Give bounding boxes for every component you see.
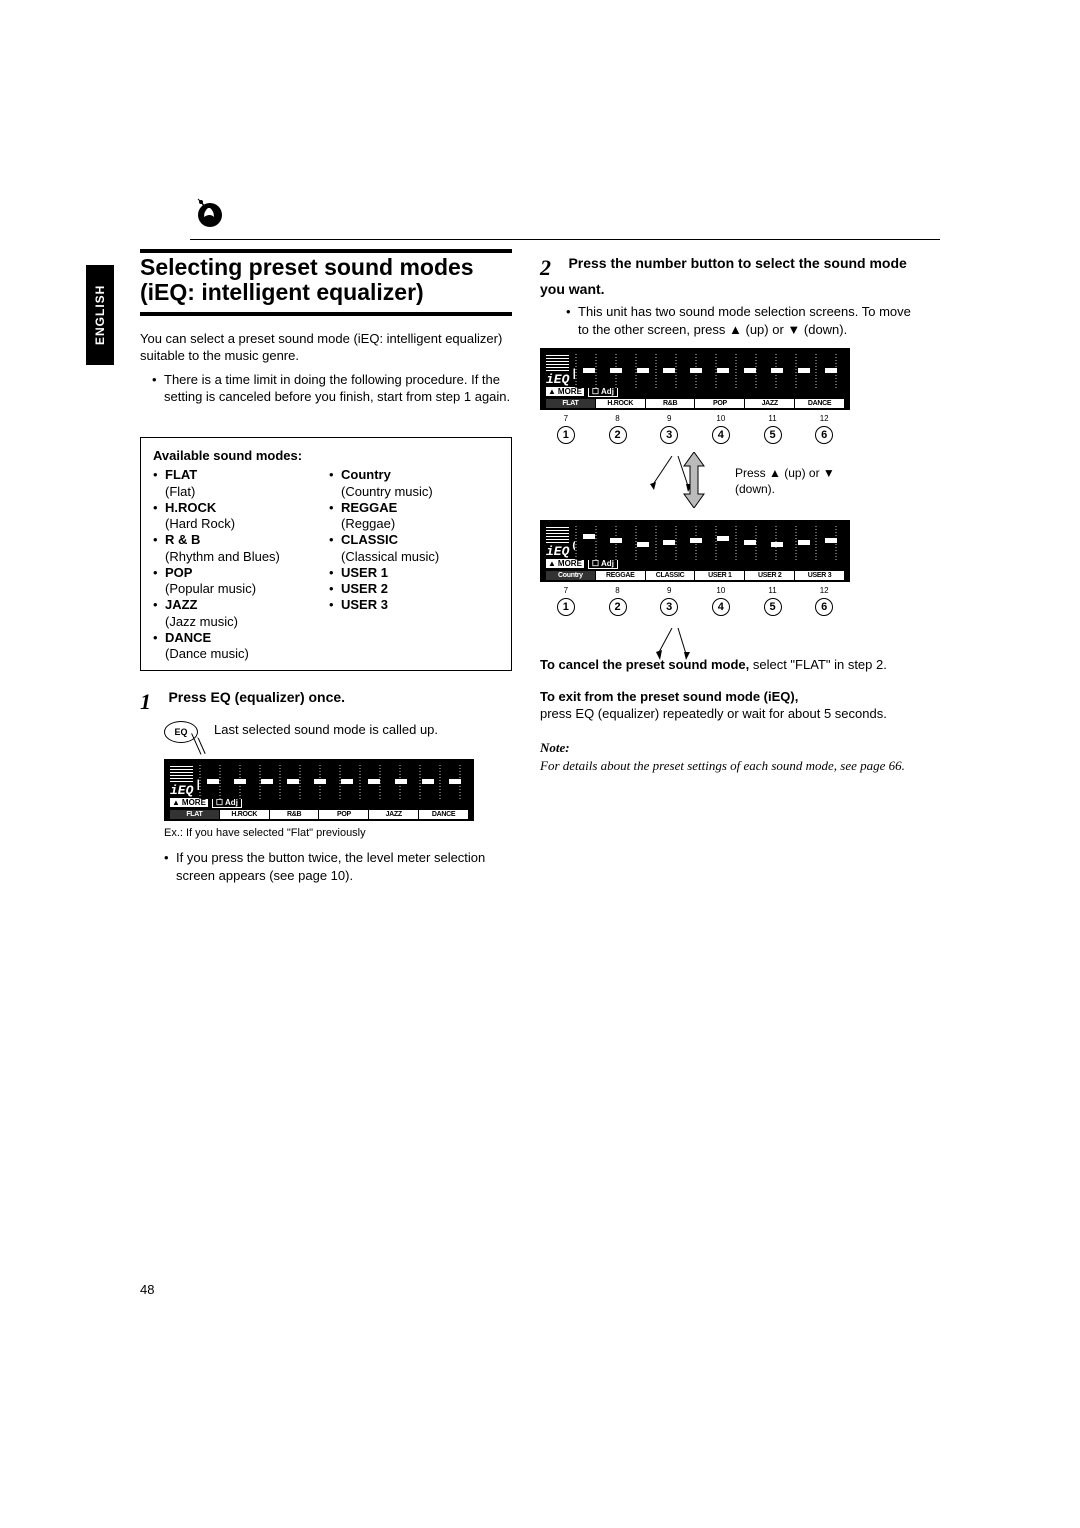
modes-right-col: Country(Country music) REGGAE(Reggae) CL… [329,467,499,662]
cancel-paragraph: To cancel the preset sound mode, select … [540,656,912,674]
lcd3-button-numbers: 7 8 9 10 11 12 [540,586,850,595]
step-1-heading: Press EQ (equalizer) once. [168,689,345,705]
modes-left-col: FLAT(Flat) H.ROCK(Hard Rock) R & B(Rhyth… [153,467,323,662]
step-1-number: 1 [140,689,164,715]
up-down-callout: Press ▲ (up) or ▼ (down). [735,466,865,497]
lcd2-button-numbers: 7 8 9 10 11 12 [540,414,850,423]
left-column: Selecting preset sound modes (iEQ: intel… [140,249,512,886]
lcd2-circles: 1 2 3 4 5 6 [540,426,850,444]
pointer-arrows-bottom [648,628,698,664]
lcd-display-2: iEQ Flat ▲MORE ☐ Adj FLA [540,348,850,410]
language-tab: ENGLISH [86,265,114,365]
step-1-note: If you press the button twice, the level… [164,849,512,884]
lcd-display-3: iEQ Country ▲MORE ☐ Adj [540,520,850,582]
lcd-display-1: iEQ Flat ▲MORE ☐ Adj [164,759,474,821]
title-line-2: (iEQ: intelligent equalizer) [140,279,424,305]
intro-bullet: There is a time limit in doing the follo… [152,371,512,424]
step-1: 1 Press EQ (equalizer) once. EQ Last sel… [140,689,512,884]
step-1-body: Last selected sound mode is called up. [214,721,512,739]
right-column: 2 Press the number button to select the … [540,249,912,886]
exit-paragraph: To exit from the preset sound mode (iEQ)… [540,688,912,723]
sound-modes-box: Available sound modes: FLAT(Flat) H.ROCK… [140,437,512,671]
step-2-number: 2 [540,255,564,281]
page-number: 48 [140,1282,154,1297]
manual-page: ENGLISH Selecting preset sound modes (iE… [140,195,940,886]
step-2-bullet: This unit has two sound mode selection s… [566,303,912,338]
step-2-heading: Press the number button to select the so… [540,255,907,297]
eq-button-graphic: EQ [164,721,204,751]
note-block: Note: For details about the preset setti… [540,739,912,775]
up-down-arrow-icon [680,452,708,508]
modes-box-title: Available sound modes: [153,448,499,463]
lcd1-caption: Ex.: If you have selected "Flat" previou… [164,827,512,839]
intro-paragraph: You can select a preset sound mode (iEQ:… [140,330,512,365]
step-2: 2 Press the number button to select the … [540,255,912,338]
lcd3-circles: 1 2 3 4 5 6 [540,598,850,616]
title-line-1: Selecting preset sound modes [140,254,474,280]
section-title: Selecting preset sound modes (iEQ: intel… [140,249,512,316]
music-note-icon [190,195,224,237]
header-rule [190,239,940,240]
